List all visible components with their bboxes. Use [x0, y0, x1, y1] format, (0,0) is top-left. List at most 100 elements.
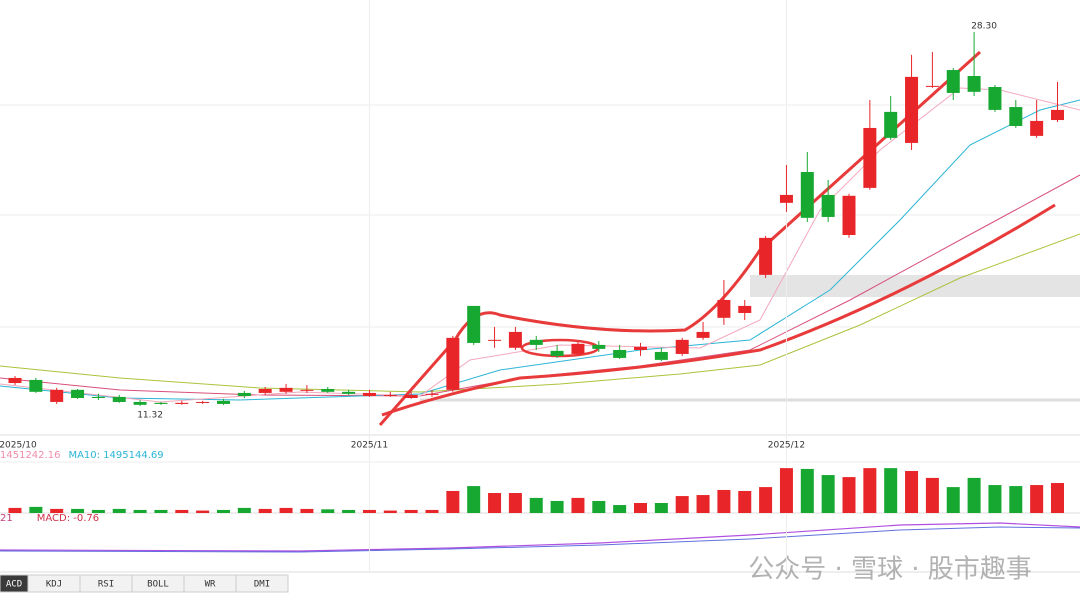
candle-body [779, 194, 793, 203]
candle-body [446, 337, 460, 390]
tab-label[interactable]: KDJ [46, 580, 62, 590]
volume-bar [634, 503, 647, 513]
volume-bar [759, 487, 773, 513]
volume-bar [8, 507, 22, 513]
candle-body [71, 389, 85, 398]
highlight-band [750, 275, 1080, 297]
candle-body [404, 394, 418, 398]
candle-body [508, 331, 522, 348]
volume-bar [550, 500, 564, 513]
candle-body [300, 389, 314, 391]
watermark: 公众号 · 雪球 · 股市趣事 [748, 555, 1032, 585]
macd-legend: MACD: -0.76 [37, 513, 99, 524]
volume-bar [967, 477, 981, 513]
volume-bar [279, 507, 293, 513]
candle-body [425, 393, 439, 395]
candle-body [613, 349, 627, 358]
volume-bar [362, 509, 376, 513]
tab-label[interactable]: DMI [254, 580, 270, 590]
volume-bar [1051, 483, 1064, 513]
volume-bar [217, 509, 230, 513]
volume-bar [237, 507, 251, 513]
volume-bar [91, 509, 105, 513]
ma-line [0, 99, 1080, 401]
candle-body [1051, 109, 1064, 121]
volume-bar [717, 489, 731, 513]
volume-bar [258, 508, 272, 513]
candle-body [800, 172, 814, 218]
volume-bar [383, 510, 397, 513]
candle-body [884, 111, 898, 138]
volume-bar [821, 475, 835, 513]
candle-body [321, 388, 335, 392]
volume-bar [884, 468, 898, 513]
volume-bar [863, 468, 877, 513]
candle-body [133, 401, 147, 405]
price-annotation: 11.32 [137, 410, 163, 420]
candle-body [571, 343, 585, 354]
macd-line [0, 522, 1080, 552]
volume-bar [321, 509, 335, 513]
candle-body [217, 400, 230, 404]
decor [0, 50, 1080, 573]
candle-body [362, 392, 376, 397]
volume-legend: 1451242.16 [0, 450, 60, 461]
volume-bar [842, 477, 856, 513]
candle-body [50, 389, 64, 402]
volume-bar [571, 497, 585, 513]
candle-body [696, 331, 710, 338]
volume-bar [133, 509, 147, 513]
candle-body [842, 195, 856, 236]
volume-bar [529, 497, 543, 513]
macd-legend: 21 [0, 513, 13, 524]
candle-body [529, 339, 543, 345]
x-tick-label: 2025/12 [768, 441, 805, 451]
candle-body [738, 305, 752, 313]
volume-bar [905, 470, 919, 513]
candle-body [988, 87, 1002, 110]
volume-bar [988, 485, 1002, 513]
candle-body [112, 396, 126, 402]
ma-line [0, 233, 1080, 393]
volume-bar [175, 509, 189, 513]
tab-label[interactable]: ACD [6, 580, 22, 590]
candle-body [759, 237, 773, 275]
candle-body [654, 351, 668, 360]
volume-legend: MA10: 1495144.69 [68, 450, 163, 461]
annotation-stroke [381, 203, 1056, 417]
volume-bar [300, 508, 314, 513]
volume-bar [738, 490, 752, 513]
candle-body [154, 402, 168, 404]
candle-body [1009, 107, 1023, 126]
candle-body [550, 350, 564, 356]
volume-bar [654, 503, 668, 513]
candle-body [863, 127, 877, 188]
volume-bar [425, 509, 439, 513]
tab-label[interactable]: WR [205, 580, 216, 590]
candle-body [196, 401, 210, 403]
volume-bar [112, 508, 126, 513]
macd-line [0, 526, 1080, 553]
volume-bar [446, 490, 460, 513]
tab[interactable] [235, 574, 289, 593]
x-tick-label: 2025/10 [0, 441, 37, 451]
volume-bar [50, 508, 64, 513]
candle-body [905, 76, 919, 143]
volume-bar [342, 509, 356, 513]
candle-body [175, 402, 189, 404]
tab-label[interactable]: RSI [98, 580, 114, 590]
volume-bar [779, 468, 793, 513]
tab-label[interactable]: BOLL [147, 580, 169, 590]
volume-bar [1009, 486, 1023, 513]
candle-body [925, 85, 939, 87]
volume-bar [613, 505, 627, 513]
volume-bar [925, 477, 939, 513]
candle-body [342, 391, 356, 394]
volume-bar [1030, 485, 1044, 513]
candle-body [967, 75, 981, 92]
volume-bar [71, 508, 85, 513]
candle-body [717, 299, 731, 318]
candle-body [29, 379, 43, 392]
